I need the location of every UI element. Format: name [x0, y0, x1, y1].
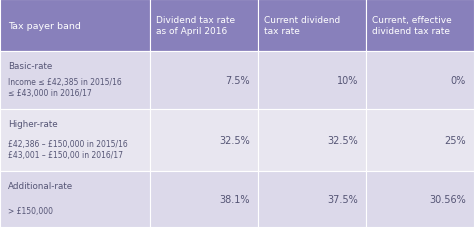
Bar: [0, 52, 150, 109]
Bar: [366, 52, 474, 109]
Bar: [150, 52, 258, 109]
Bar: [150, 109, 258, 171]
Text: 38.1%: 38.1%: [219, 194, 250, 204]
Bar: [0, 109, 150, 171]
Text: 32.5%: 32.5%: [327, 135, 358, 145]
Text: > £150,000: > £150,000: [8, 206, 53, 215]
Text: Dividend tax rate
as of April 2016: Dividend tax rate as of April 2016: [156, 16, 235, 36]
Text: Higher-rate: Higher-rate: [8, 119, 58, 128]
Text: Current dividend
tax rate: Current dividend tax rate: [264, 16, 340, 36]
Text: 0%: 0%: [451, 76, 466, 86]
Text: Additional-rate: Additional-rate: [8, 181, 73, 190]
Bar: [258, 109, 366, 171]
Bar: [0, 0, 150, 52]
Text: 32.5%: 32.5%: [219, 135, 250, 145]
Text: 37.5%: 37.5%: [327, 194, 358, 204]
Text: £42,386 – £150,000 in 2015/16
£43,001 – £150,00 in 2016/17: £42,386 – £150,000 in 2015/16 £43,001 – …: [8, 139, 128, 159]
Text: Tax payer band: Tax payer band: [8, 21, 81, 30]
Bar: [366, 109, 474, 171]
Bar: [0, 171, 150, 227]
Bar: [150, 0, 258, 52]
Bar: [258, 171, 366, 227]
Text: Income ≤ £42,385 in 2015/16
≤ £43,000 in 2016/17: Income ≤ £42,385 in 2015/16 ≤ £43,000 in…: [8, 78, 122, 98]
Text: 30.56%: 30.56%: [429, 194, 466, 204]
Text: 25%: 25%: [444, 135, 466, 145]
Text: Basic-rate: Basic-rate: [8, 62, 52, 71]
Text: 10%: 10%: [337, 76, 358, 86]
Text: 7.5%: 7.5%: [225, 76, 250, 86]
Text: Current, effective
dividend tax rate: Current, effective dividend tax rate: [372, 16, 452, 36]
Bar: [150, 171, 258, 227]
Bar: [258, 0, 366, 52]
Bar: [366, 171, 474, 227]
Bar: [258, 52, 366, 109]
Bar: [366, 0, 474, 52]
